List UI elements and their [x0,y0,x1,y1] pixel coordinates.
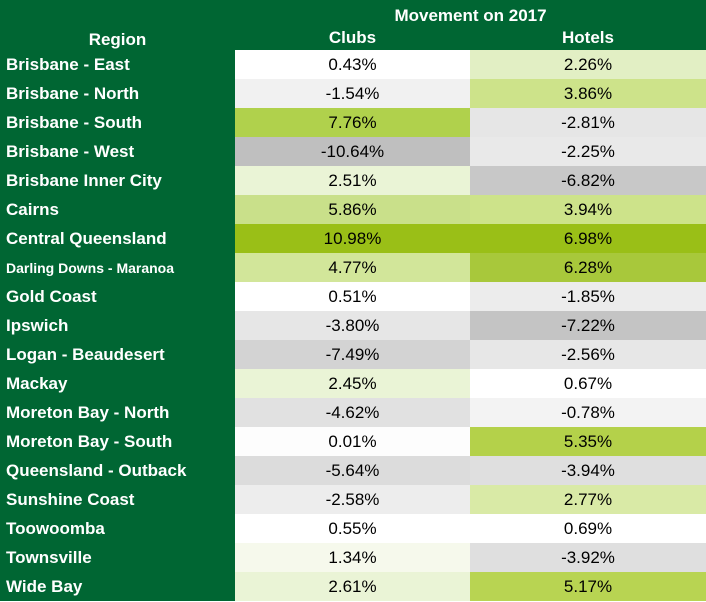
clubs-value-cell: 2.61% [235,572,470,601]
table-row: Toowoomba 0.55% 0.69% [0,514,706,543]
table-row: Brisbane - North -1.54% 3.86% [0,79,706,108]
hotels-value-cell: -7.22% [470,311,706,340]
hotels-value-cell: 2.77% [470,485,706,514]
hotels-value-cell: 0.67% [470,369,706,398]
hotels-value-cell: -2.56% [470,340,706,369]
clubs-value-cell: 5.86% [235,195,470,224]
region-cell: Brisbane - South [0,108,235,137]
table-row: Sunshine Coast -2.58% 2.77% [0,485,706,514]
table-row: Cairns 5.86% 3.94% [0,195,706,224]
table-row: Moreton Bay - North -4.62% -0.78% [0,398,706,427]
clubs-header: Clubs [235,26,470,50]
hotels-value-cell: -0.78% [470,398,706,427]
region-header: Region [0,0,235,50]
clubs-value-cell: 0.01% [235,427,470,456]
clubs-value-cell: -7.49% [235,340,470,369]
clubs-value-cell: 4.77% [235,253,470,282]
region-cell: Ipswich [0,311,235,340]
region-cell: Brisbane - East [0,50,235,79]
table-row: Darling Downs - Maranoa 4.77% 6.28% [0,253,706,282]
clubs-value-cell: -4.62% [235,398,470,427]
region-cell: Cairns [0,195,235,224]
region-cell: Central Queensland [0,224,235,253]
hotels-value-cell: 6.98% [470,224,706,253]
clubs-value-cell: -5.64% [235,456,470,485]
region-cell: Brisbane - West [0,137,235,166]
hotels-value-cell: 5.17% [470,572,706,601]
table-row: Brisbane - West -10.64% -2.25% [0,137,706,166]
clubs-value-cell: 7.76% [235,108,470,137]
region-cell: Townsville [0,543,235,572]
region-cell: Queensland - Outback [0,456,235,485]
hotels-header: Hotels [470,26,706,50]
region-cell: Wide Bay [0,572,235,601]
table-row: Logan - Beaudesert -7.49% -2.56% [0,340,706,369]
table-row: Brisbane - East 0.43% 2.26% [0,50,706,79]
region-cell: Toowoomba [0,514,235,543]
table-header: Region Movement on 2017 Clubs Hotels [0,0,706,50]
table-row: Brisbane Inner City 2.51% -6.82% [0,166,706,195]
clubs-value-cell: 1.34% [235,543,470,572]
table-row: Gold Coast 0.51% -1.85% [0,282,706,311]
region-cell: Sunshine Coast [0,485,235,514]
clubs-value-cell: -1.54% [235,79,470,108]
table-row: Central Queensland 10.98% 6.98% [0,224,706,253]
table-row: Queensland - Outback -5.64% -3.94% [0,456,706,485]
hotels-value-cell: -3.92% [470,543,706,572]
hotels-value-cell: -2.25% [470,137,706,166]
clubs-value-cell: -10.64% [235,137,470,166]
region-cell: Logan - Beaudesert [0,340,235,369]
hotels-value-cell: 6.28% [470,253,706,282]
clubs-value-cell: 2.51% [235,166,470,195]
table-row: Wide Bay 2.61% 5.17% [0,572,706,601]
region-cell: Moreton Bay - South [0,427,235,456]
region-cell: Gold Coast [0,282,235,311]
region-cell: Mackay [0,369,235,398]
hotels-value-cell: -2.81% [470,108,706,137]
hotels-value-cell: 3.94% [470,195,706,224]
hotels-value-cell: -1.85% [470,282,706,311]
region-cell: Darling Downs - Maranoa [0,253,235,282]
region-cell: Brisbane - North [0,79,235,108]
hotels-value-cell: 2.26% [470,50,706,79]
hotels-value-cell: -3.94% [470,456,706,485]
clubs-value-cell: 0.55% [235,514,470,543]
hotels-value-cell: 0.69% [470,514,706,543]
hotels-value-cell: -6.82% [470,166,706,195]
clubs-value-cell: -2.58% [235,485,470,514]
clubs-value-cell: 10.98% [235,224,470,253]
clubs-value-cell: 2.45% [235,369,470,398]
table-row: Moreton Bay - South 0.01% 5.35% [0,427,706,456]
clubs-value-cell: 0.43% [235,50,470,79]
hotels-value-cell: 5.35% [470,427,706,456]
clubs-value-cell: -3.80% [235,311,470,340]
table-row: Brisbane - South 7.76% -2.81% [0,108,706,137]
movement-group-header: Movement on 2017 [235,0,706,26]
table-row: Townsville 1.34% -3.92% [0,543,706,572]
hotels-value-cell: 3.86% [470,79,706,108]
table-body: Brisbane - East 0.43% 2.26% Brisbane - Nort… [0,50,706,601]
table-row: Mackay 2.45% 0.67% [0,369,706,398]
clubs-value-cell: 0.51% [235,282,470,311]
table-row: Ipswich -3.80% -7.22% [0,311,706,340]
region-cell: Brisbane Inner City [0,166,235,195]
region-cell: Moreton Bay - North [0,398,235,427]
